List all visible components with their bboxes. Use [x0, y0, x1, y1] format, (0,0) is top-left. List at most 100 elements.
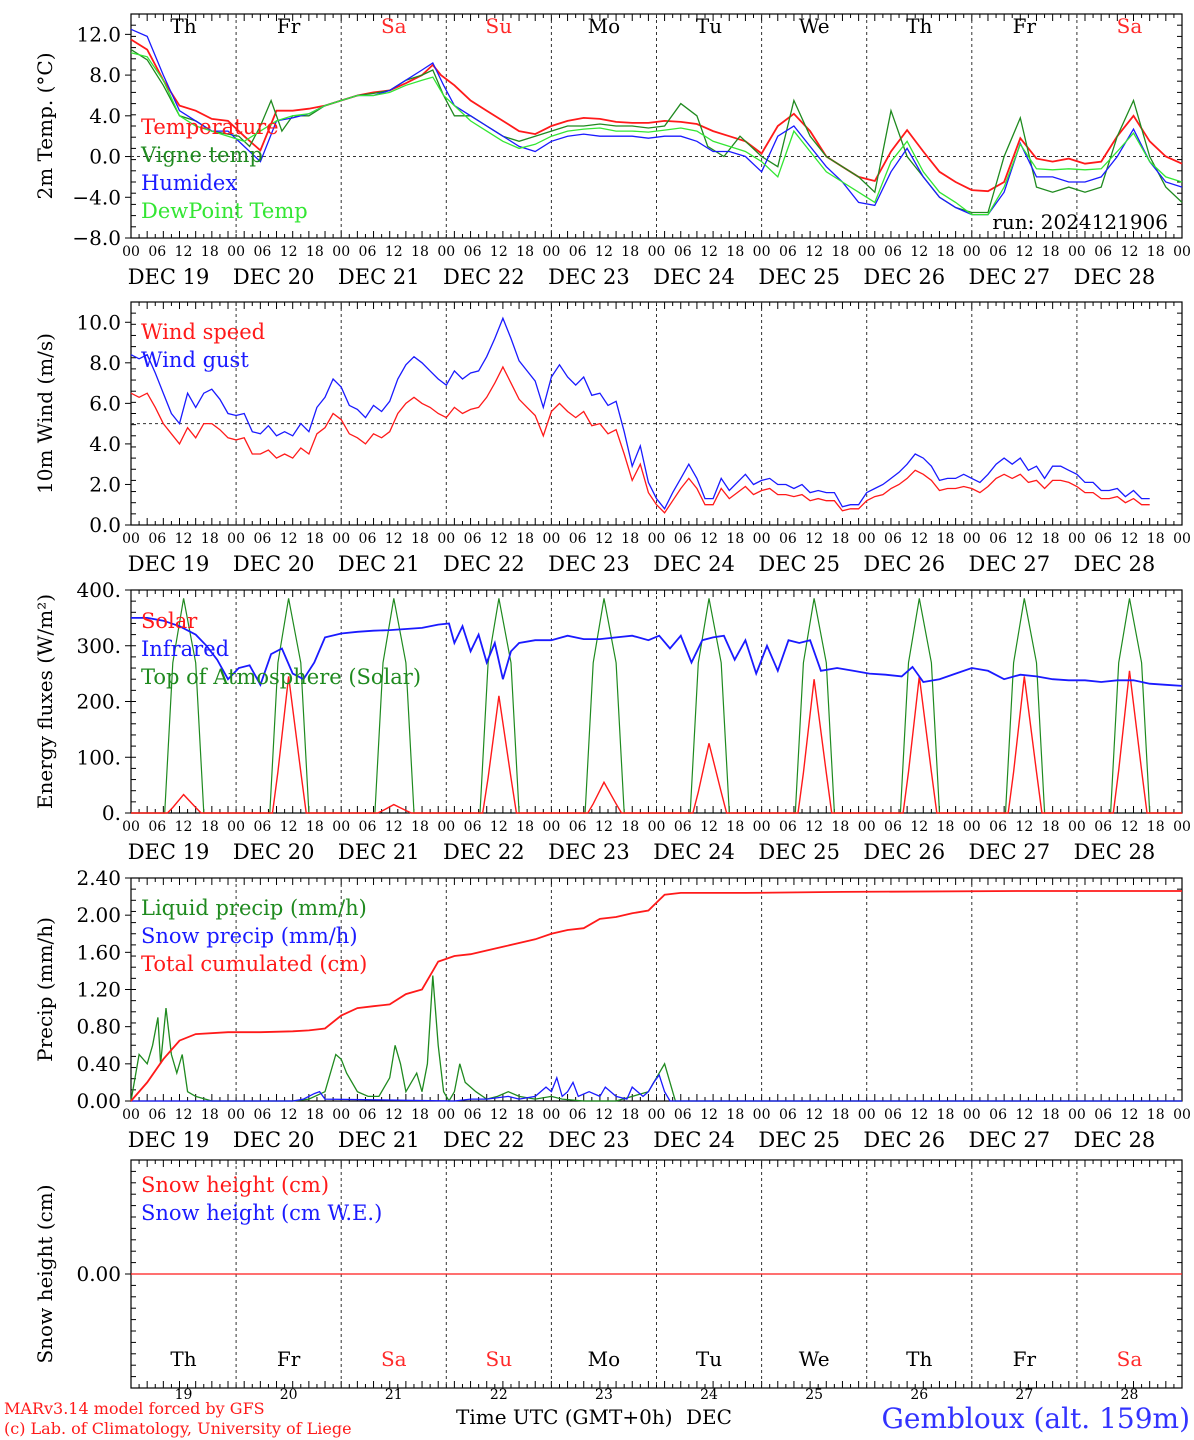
hour-tick-label: 00 — [648, 531, 666, 547]
legend-entry: Solar — [141, 609, 198, 633]
day-abbr: Fr — [277, 14, 301, 38]
legend-entry: Humidex — [141, 171, 237, 195]
hour-tick-label: 12 — [280, 819, 298, 835]
date-label: DEC 27 — [969, 552, 1051, 576]
date-label: DEC 20 — [233, 552, 315, 576]
y-tick-label: 2.40 — [76, 866, 121, 890]
hour-tick-label: 18 — [1147, 819, 1165, 835]
date-label: DEC 20 — [233, 1128, 315, 1152]
legend-entry: Wind speed — [141, 320, 265, 344]
date-label: DEC 26 — [863, 840, 945, 864]
day-abbr-bottom: Su — [486, 1347, 513, 1371]
hour-tick-label: 00 — [542, 531, 560, 547]
y-tick-label: −4.0 — [72, 185, 121, 209]
hour-tick-label: 12 — [910, 531, 928, 547]
hour-tick-label: 18 — [832, 244, 850, 260]
date-label: DEC 23 — [548, 265, 630, 289]
hour-tick-label: 12 — [385, 531, 403, 547]
day-number: 21 — [385, 1387, 403, 1403]
y-tick-label: 1.20 — [76, 978, 121, 1002]
series-line-solar — [131, 670, 1182, 814]
hour-tick-label: 06 — [884, 531, 902, 547]
date-label: DEC 24 — [653, 552, 735, 576]
hour-tick-label: 06 — [464, 1107, 482, 1123]
hour-tick-label: 00 — [332, 819, 350, 835]
legend-entry: Vigne temp — [140, 143, 263, 167]
hour-tick-label: 00 — [437, 819, 455, 835]
hour-tick-label: 06 — [989, 531, 1007, 547]
date-label: DEC 25 — [758, 265, 840, 289]
hour-tick-label: 00 — [122, 1107, 140, 1123]
hour-tick-label: 00 — [122, 244, 140, 260]
hour-tick-label: 00 — [227, 1107, 245, 1123]
hour-tick-label: 18 — [1042, 819, 1060, 835]
y-tick-label: 0.00 — [76, 1089, 121, 1113]
hour-tick-label: 18 — [937, 819, 955, 835]
hour-tick-label: 06 — [779, 244, 797, 260]
hour-tick-label: 00 — [1173, 531, 1191, 547]
hour-tick-label: 00 — [227, 244, 245, 260]
date-label: DEC 23 — [548, 552, 630, 576]
hour-tick-label: 18 — [832, 531, 850, 547]
date-label: DEC 22 — [443, 265, 525, 289]
hour-tick-label: 12 — [1015, 819, 1033, 835]
y-axis-label: 10m Wind (m/s) — [33, 333, 57, 494]
day-abbr-bottom: Sa — [1117, 1347, 1143, 1371]
day-number: 27 — [1015, 1387, 1033, 1403]
hour-tick-label: 12 — [700, 1107, 718, 1123]
legend-entry: Temperature — [141, 115, 279, 139]
date-label: DEC 19 — [128, 552, 210, 576]
hour-tick-label: 12 — [1015, 244, 1033, 260]
hour-tick-label: 06 — [674, 244, 692, 260]
hour-tick-label: 18 — [1042, 531, 1060, 547]
day-number: 24 — [700, 1387, 718, 1403]
hour-tick-label: 18 — [411, 819, 429, 835]
hour-tick-label: 06 — [359, 819, 377, 835]
hour-tick-label: 12 — [805, 1107, 823, 1123]
hour-tick-label: 12 — [490, 531, 508, 547]
hour-tick-label: 12 — [1015, 1107, 1033, 1123]
hour-tick-label: 12 — [490, 244, 508, 260]
hour-tick-label: 18 — [1147, 1107, 1165, 1123]
hour-tick-label: 00 — [963, 244, 981, 260]
date-label: DEC 25 — [758, 1128, 840, 1152]
day-abbr: Sa — [381, 14, 407, 38]
y-tick-label: 100. — [76, 745, 121, 769]
hour-tick-label: 18 — [621, 1107, 639, 1123]
hour-tick-label: 12 — [805, 244, 823, 260]
date-label: DEC 21 — [338, 265, 420, 289]
date-label: DEC 27 — [969, 265, 1051, 289]
hour-tick-label: 06 — [989, 819, 1007, 835]
hour-tick-label: 06 — [148, 244, 166, 260]
legend-entry: Liquid precip (mm/h) — [141, 896, 367, 920]
hour-tick-label: 00 — [1173, 244, 1191, 260]
hour-tick-label: 18 — [201, 819, 219, 835]
series-line-wind-speed — [130, 365, 1150, 514]
date-label: DEC 28 — [1074, 265, 1156, 289]
hour-tick-label: 06 — [253, 244, 271, 260]
hour-tick-label: 06 — [989, 1107, 1007, 1123]
date-label: DEC 21 — [338, 1128, 420, 1152]
series-line-temperature — [130, 38, 1183, 193]
hour-tick-label: 12 — [490, 819, 508, 835]
day-abbr-bottom: Sa — [381, 1347, 407, 1371]
date-label: DEC 24 — [653, 1128, 735, 1152]
hour-tick-label: 00 — [542, 819, 560, 835]
y-tick-label: 300. — [76, 634, 121, 658]
hour-tick-label: 12 — [385, 244, 403, 260]
y-tick-label: 2.0 — [89, 472, 121, 496]
date-label: DEC 19 — [128, 840, 210, 864]
hour-tick-label: 00 — [437, 531, 455, 547]
hour-tick-label: 06 — [253, 1107, 271, 1123]
date-label: DEC 24 — [653, 840, 735, 864]
hour-tick-label: 06 — [569, 1107, 587, 1123]
hour-tick-label: 00 — [858, 819, 876, 835]
hour-tick-label: 18 — [516, 1107, 534, 1123]
hour-tick-label: 06 — [1094, 531, 1112, 547]
day-abbr: Th — [170, 14, 196, 38]
hour-tick-label: 06 — [674, 819, 692, 835]
series-line-infrared — [131, 617, 1183, 687]
hour-tick-label: 00 — [122, 819, 140, 835]
hour-tick-label: 18 — [937, 531, 955, 547]
